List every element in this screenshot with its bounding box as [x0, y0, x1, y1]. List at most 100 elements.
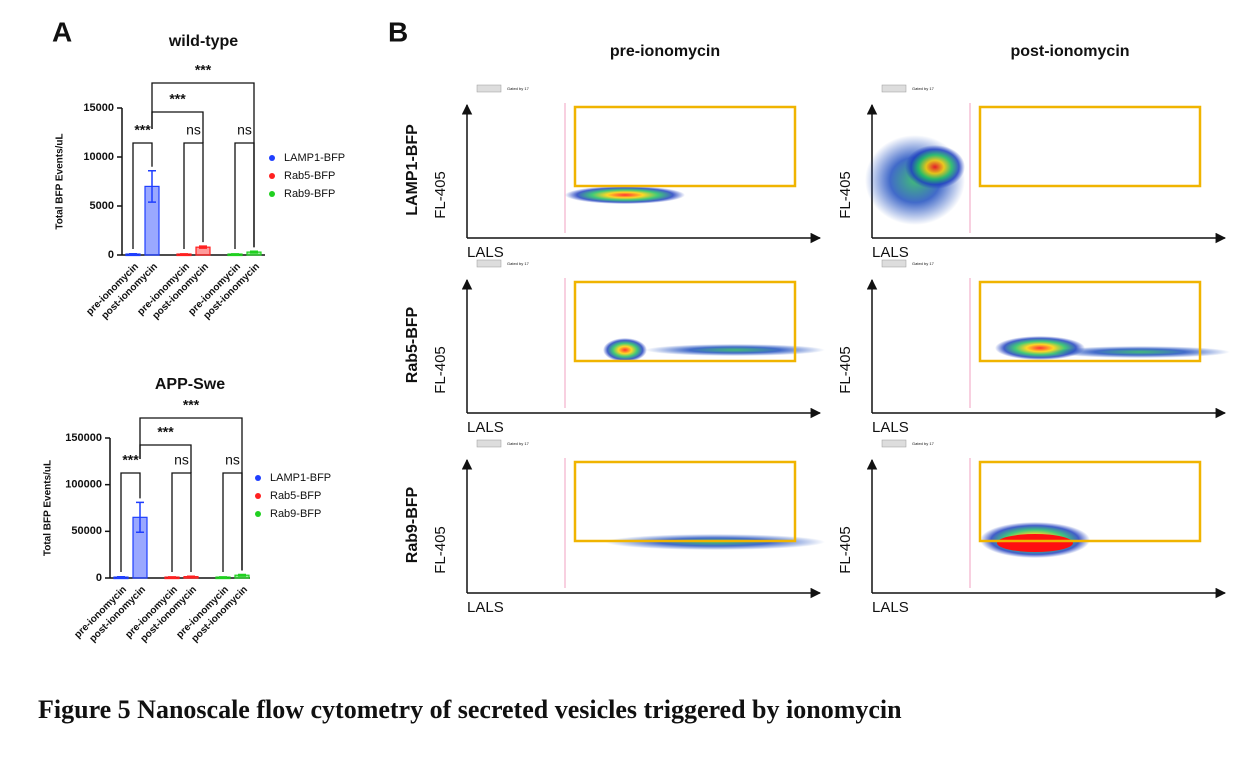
significance-bracket	[183, 142, 204, 249]
y-tick-label: 0	[96, 572, 102, 584]
gate-note: Gated by 17	[912, 86, 935, 91]
density-blob	[995, 336, 1085, 360]
column-header: pre-ionomycin	[610, 43, 720, 60]
y-axis-label: FL-405	[837, 526, 854, 574]
density-blob	[565, 186, 685, 204]
row-label: LAMP1-BFP	[404, 124, 421, 216]
density-blob	[603, 338, 647, 362]
significance-label: ***	[157, 424, 174, 440]
gate-note: Gated by 17	[507, 441, 530, 446]
legend-label: LAMP1-BFP	[270, 472, 331, 484]
y-tick-label: 10000	[83, 151, 114, 163]
y-tick-label: 100000	[65, 479, 102, 491]
density-cloud	[565, 186, 685, 204]
legend-label: Rab9-BFP	[270, 508, 321, 520]
density-blob	[645, 344, 825, 356]
x-axis-label: LALS	[872, 599, 909, 616]
toolbar	[476, 439, 502, 448]
y-tick-label: 15000	[83, 102, 114, 114]
error-bar	[148, 169, 156, 203]
density-cloud	[865, 135, 965, 225]
y-tick-label: 0	[108, 249, 114, 261]
legend-marker	[255, 493, 261, 499]
legend-label: Rab5-BFP	[284, 170, 335, 182]
legend-label: LAMP1-BFP	[284, 152, 345, 164]
significance-label: ***	[183, 397, 200, 413]
legend-marker	[269, 173, 275, 179]
legend-label: Rab5-BFP	[270, 490, 321, 502]
x-axis-label: LALS	[872, 244, 909, 261]
gate-note: Gated by 17	[912, 261, 935, 266]
x-axis-label: LALS	[467, 599, 504, 616]
gate-note: Gated by 17	[912, 441, 935, 446]
gate	[978, 105, 1202, 188]
significance-bracket	[132, 142, 153, 249]
error-bar	[187, 575, 195, 578]
significance-bracket	[171, 472, 192, 572]
significance-label: ***	[122, 452, 139, 468]
density-blob	[997, 534, 1073, 552]
y-axis-label: Total BFP Events/uL	[43, 460, 54, 556]
significance-bracket	[151, 82, 255, 248]
y-tick-label: 50000	[71, 525, 102, 537]
toolbar	[476, 259, 502, 268]
gate-note: Gated by 17	[507, 86, 530, 91]
y-axis-label: FL-405	[432, 526, 449, 574]
y-tick-label: 5000	[90, 200, 114, 212]
y-axis-label: Total BFP Events/uL	[55, 133, 66, 229]
toolbar	[881, 259, 907, 268]
significance-bracket	[222, 472, 243, 572]
significance-label: ***	[195, 62, 212, 78]
significance-bracket	[234, 142, 255, 249]
y-axis-label: FL-405	[432, 346, 449, 394]
gate	[573, 105, 797, 188]
caption: Figure 5 Nanoscale flow cytometry of sec…	[38, 695, 902, 724]
x-axis-label: LALS	[467, 244, 504, 261]
significance-label: ns	[225, 452, 240, 468]
error-bar	[238, 573, 246, 577]
y-axis-label: FL-405	[837, 346, 854, 394]
y-axis-label: FL-405	[432, 171, 449, 219]
density-cloud	[995, 336, 1230, 360]
gate	[978, 280, 1202, 363]
significance-label: ns	[174, 452, 189, 468]
significance-label: ***	[134, 122, 151, 138]
y-axis-label: FL-405	[837, 171, 854, 219]
error-bar	[129, 252, 137, 256]
legend-marker	[255, 511, 261, 517]
legend-marker	[269, 191, 275, 197]
density-cloud	[603, 338, 825, 362]
x-axis-label: LALS	[467, 419, 504, 436]
significance-label: ns	[237, 122, 252, 138]
significance-bracket	[139, 417, 243, 571]
toolbar	[476, 84, 502, 93]
row-label: Rab5-BFP	[404, 306, 421, 383]
density-blob	[1050, 346, 1230, 358]
toolbar	[881, 84, 907, 93]
x-axis-label: LALS	[872, 419, 909, 436]
significance-label: ns	[186, 122, 201, 138]
gate	[573, 460, 797, 543]
gate	[573, 280, 797, 363]
error-bar	[199, 245, 207, 249]
legend-marker	[255, 475, 261, 481]
row-label: Rab9-BFP	[404, 486, 421, 563]
chart-title: wild-type	[168, 33, 238, 50]
y-tick-label: 150000	[65, 432, 102, 444]
legend-marker	[269, 155, 275, 161]
panel-label: A	[52, 16, 72, 47]
significance-label: ***	[169, 91, 186, 107]
gate-note: Gated by 17	[507, 261, 530, 266]
legend-label: Rab9-BFP	[284, 188, 335, 200]
significance-bracket	[120, 472, 141, 572]
gate	[978, 460, 1202, 543]
error-bar	[117, 576, 125, 579]
toolbar	[881, 439, 907, 448]
chart-title: APP-Swe	[155, 376, 225, 393]
panel-label: B	[388, 16, 408, 47]
error-bar	[136, 501, 144, 534]
density-blob	[905, 145, 965, 189]
error-bar	[250, 250, 258, 254]
column-header: post-ionomycin	[1010, 43, 1129, 60]
